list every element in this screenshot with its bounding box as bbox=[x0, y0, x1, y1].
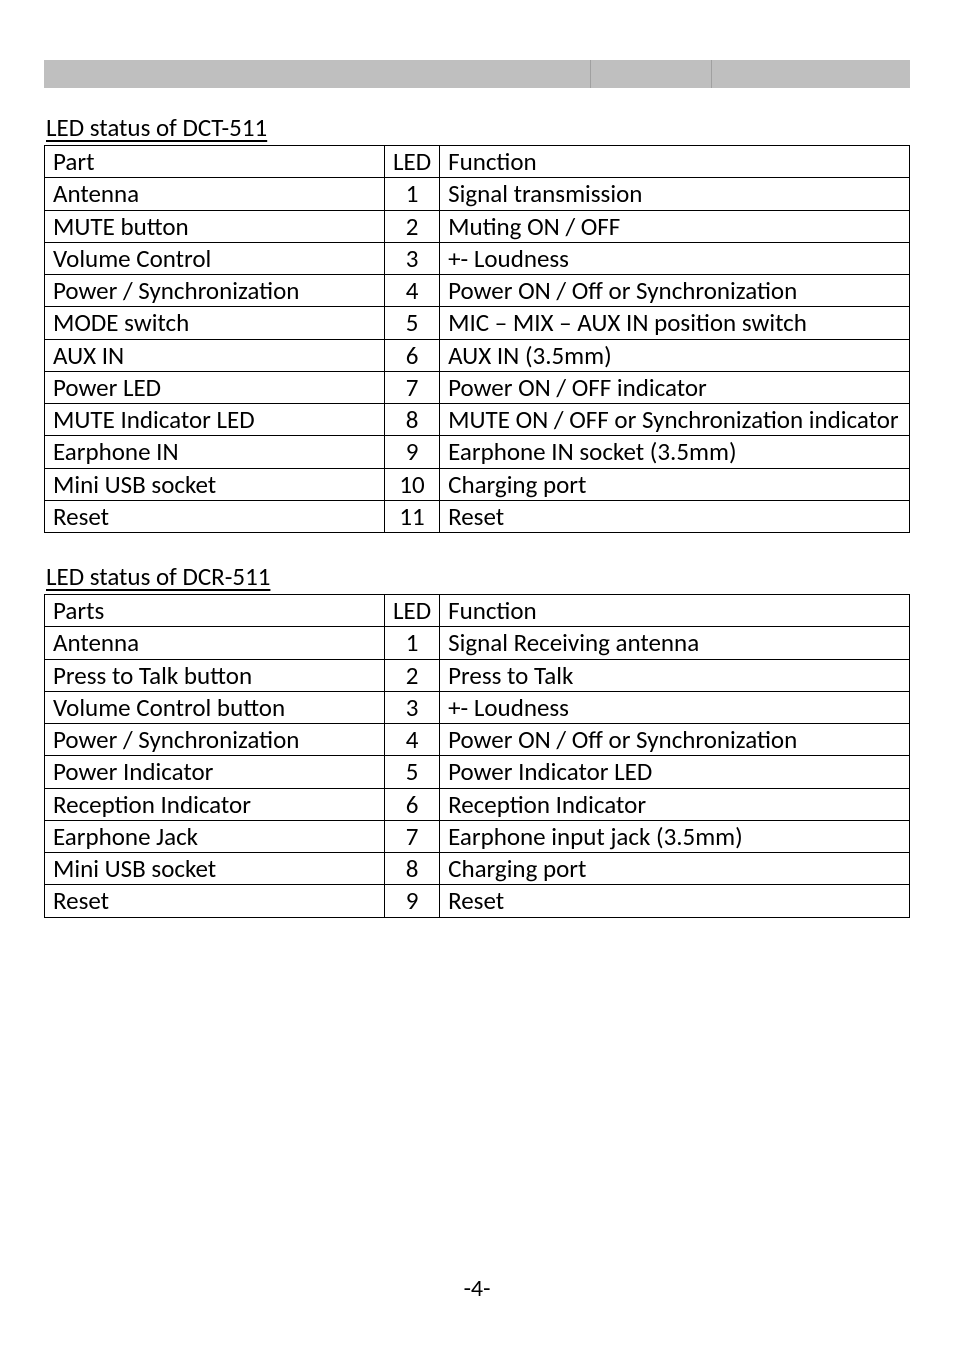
cell-function: Reset bbox=[440, 885, 910, 917]
header-function: Function bbox=[440, 146, 910, 178]
cell-function: Power ON / Off or Synchronization bbox=[440, 724, 910, 756]
table-row: Reception Indicator6Reception Indicator bbox=[45, 788, 910, 820]
cell-led: 7 bbox=[385, 820, 440, 852]
table-row: Reset11Reset bbox=[45, 500, 910, 532]
cell-function: Charging port bbox=[440, 468, 910, 500]
cell-function: Signal transmission bbox=[440, 178, 910, 210]
cell-led: 9 bbox=[385, 885, 440, 917]
gray-bar-divider bbox=[590, 60, 591, 88]
cell-function: Power Indicator LED bbox=[440, 756, 910, 788]
cell-led: 4 bbox=[385, 724, 440, 756]
cell-function: Power ON / Off or Synchronization bbox=[440, 275, 910, 307]
header-function: Function bbox=[440, 595, 910, 627]
table-row: Earphone Jack7Earphone input jack (3.5mm… bbox=[45, 820, 910, 852]
table-row: MODE switch5MIC – MIX – AUX IN position … bbox=[45, 307, 910, 339]
gray-bar-divider bbox=[711, 60, 712, 88]
header-led: LED bbox=[385, 595, 440, 627]
section2-title: LED status of DCR-511 bbox=[46, 561, 910, 592]
cell-function: AUX IN (3.5mm) bbox=[440, 339, 910, 371]
cell-function: Reset bbox=[440, 500, 910, 532]
cell-part: MUTE Indicator LED bbox=[45, 404, 385, 436]
table-row: Mini USB socket10Charging port bbox=[45, 468, 910, 500]
cell-function: MIC – MIX – AUX IN position switch bbox=[440, 307, 910, 339]
table-row: MUTE Indicator LED8MUTE ON / OFF or Sync… bbox=[45, 404, 910, 436]
table-row: Power LED7Power ON / OFF indicator bbox=[45, 371, 910, 403]
cell-part: Reception Indicator bbox=[45, 788, 385, 820]
cell-function: Power ON / OFF indicator bbox=[440, 371, 910, 403]
cell-led: 5 bbox=[385, 756, 440, 788]
section1-title: LED status of DCT-511 bbox=[46, 112, 910, 143]
table-row: Earphone IN9Earphone IN socket (3.5mm) bbox=[45, 436, 910, 468]
cell-led: 4 bbox=[385, 275, 440, 307]
header-gray-bar bbox=[44, 60, 910, 88]
table-row: Power / Synchronization4Power ON / Off o… bbox=[45, 724, 910, 756]
cell-part: Antenna bbox=[45, 178, 385, 210]
cell-part: Volume Control bbox=[45, 242, 385, 274]
header-led: LED bbox=[385, 146, 440, 178]
cell-part: Power Indicator bbox=[45, 756, 385, 788]
table-row: Press to Talk button2Press to Talk bbox=[45, 659, 910, 691]
table-row: Reset9Reset bbox=[45, 885, 910, 917]
cell-led: 1 bbox=[385, 178, 440, 210]
table-header-row: PartsLEDFunction bbox=[45, 595, 910, 627]
cell-part: Power LED bbox=[45, 371, 385, 403]
cell-part: Mini USB socket bbox=[45, 853, 385, 885]
cell-function: Charging port bbox=[440, 853, 910, 885]
cell-function: +- Loudness bbox=[440, 691, 910, 723]
cell-part: Press to Talk button bbox=[45, 659, 385, 691]
cell-part: Reset bbox=[45, 885, 385, 917]
cell-part: Antenna bbox=[45, 627, 385, 659]
cell-part: Mini USB socket bbox=[45, 468, 385, 500]
table-row: Antenna1Signal Receiving antenna bbox=[45, 627, 910, 659]
cell-led: 6 bbox=[385, 339, 440, 371]
table-dct-511: PartLEDFunctionAntenna1Signal transmissi… bbox=[44, 145, 910, 533]
cell-led: 3 bbox=[385, 242, 440, 274]
cell-led: 3 bbox=[385, 691, 440, 723]
cell-led: 8 bbox=[385, 853, 440, 885]
cell-led: 2 bbox=[385, 659, 440, 691]
table-row: Power / Synchronization4Power ON / Off o… bbox=[45, 275, 910, 307]
cell-part: AUX IN bbox=[45, 339, 385, 371]
cell-function: Muting ON / OFF bbox=[440, 210, 910, 242]
table-row: Power Indicator5Power Indicator LED bbox=[45, 756, 910, 788]
cell-part: Power / Synchronization bbox=[45, 724, 385, 756]
table-row: Mini USB socket8Charging port bbox=[45, 853, 910, 885]
table-dct-511-body: PartLEDFunctionAntenna1Signal transmissi… bbox=[45, 146, 910, 533]
cell-led: 7 bbox=[385, 371, 440, 403]
cell-led: 8 bbox=[385, 404, 440, 436]
table-row: Antenna1Signal transmission bbox=[45, 178, 910, 210]
cell-led: 6 bbox=[385, 788, 440, 820]
table-row: Volume Control3+- Loudness bbox=[45, 242, 910, 274]
page-content: LED status of DCT-511 PartLEDFunctionAnt… bbox=[0, 0, 954, 918]
table-dcr-511: PartsLEDFunctionAntenna1Signal Receiving… bbox=[44, 594, 910, 918]
cell-part: Earphone Jack bbox=[45, 820, 385, 852]
cell-function: +- Loudness bbox=[440, 242, 910, 274]
table-dcr-511-body: PartsLEDFunctionAntenna1Signal Receiving… bbox=[45, 595, 910, 918]
header-part: Parts bbox=[45, 595, 385, 627]
cell-led: 2 bbox=[385, 210, 440, 242]
cell-part: Earphone IN bbox=[45, 436, 385, 468]
cell-led: 11 bbox=[385, 500, 440, 532]
cell-part: Power / Synchronization bbox=[45, 275, 385, 307]
cell-function: MUTE ON / OFF or Synchronization indicat… bbox=[440, 404, 910, 436]
header-part: Part bbox=[45, 146, 385, 178]
page-number: -4- bbox=[0, 1274, 954, 1303]
cell-led: 1 bbox=[385, 627, 440, 659]
cell-function: Earphone IN socket (3.5mm) bbox=[440, 436, 910, 468]
cell-led: 9 bbox=[385, 436, 440, 468]
cell-led: 10 bbox=[385, 468, 440, 500]
cell-part: Reset bbox=[45, 500, 385, 532]
table-row: Volume Control button3+- Loudness bbox=[45, 691, 910, 723]
cell-function: Signal Receiving antenna bbox=[440, 627, 910, 659]
cell-part: Volume Control button bbox=[45, 691, 385, 723]
table-header-row: PartLEDFunction bbox=[45, 146, 910, 178]
table-row: MUTE button2Muting ON / OFF bbox=[45, 210, 910, 242]
cell-function: Reception Indicator bbox=[440, 788, 910, 820]
table-row: AUX IN6AUX IN (3.5mm) bbox=[45, 339, 910, 371]
cell-led: 5 bbox=[385, 307, 440, 339]
cell-part: MODE switch bbox=[45, 307, 385, 339]
cell-function: Press to Talk bbox=[440, 659, 910, 691]
cell-part: MUTE button bbox=[45, 210, 385, 242]
cell-function: Earphone input jack (3.5mm) bbox=[440, 820, 910, 852]
